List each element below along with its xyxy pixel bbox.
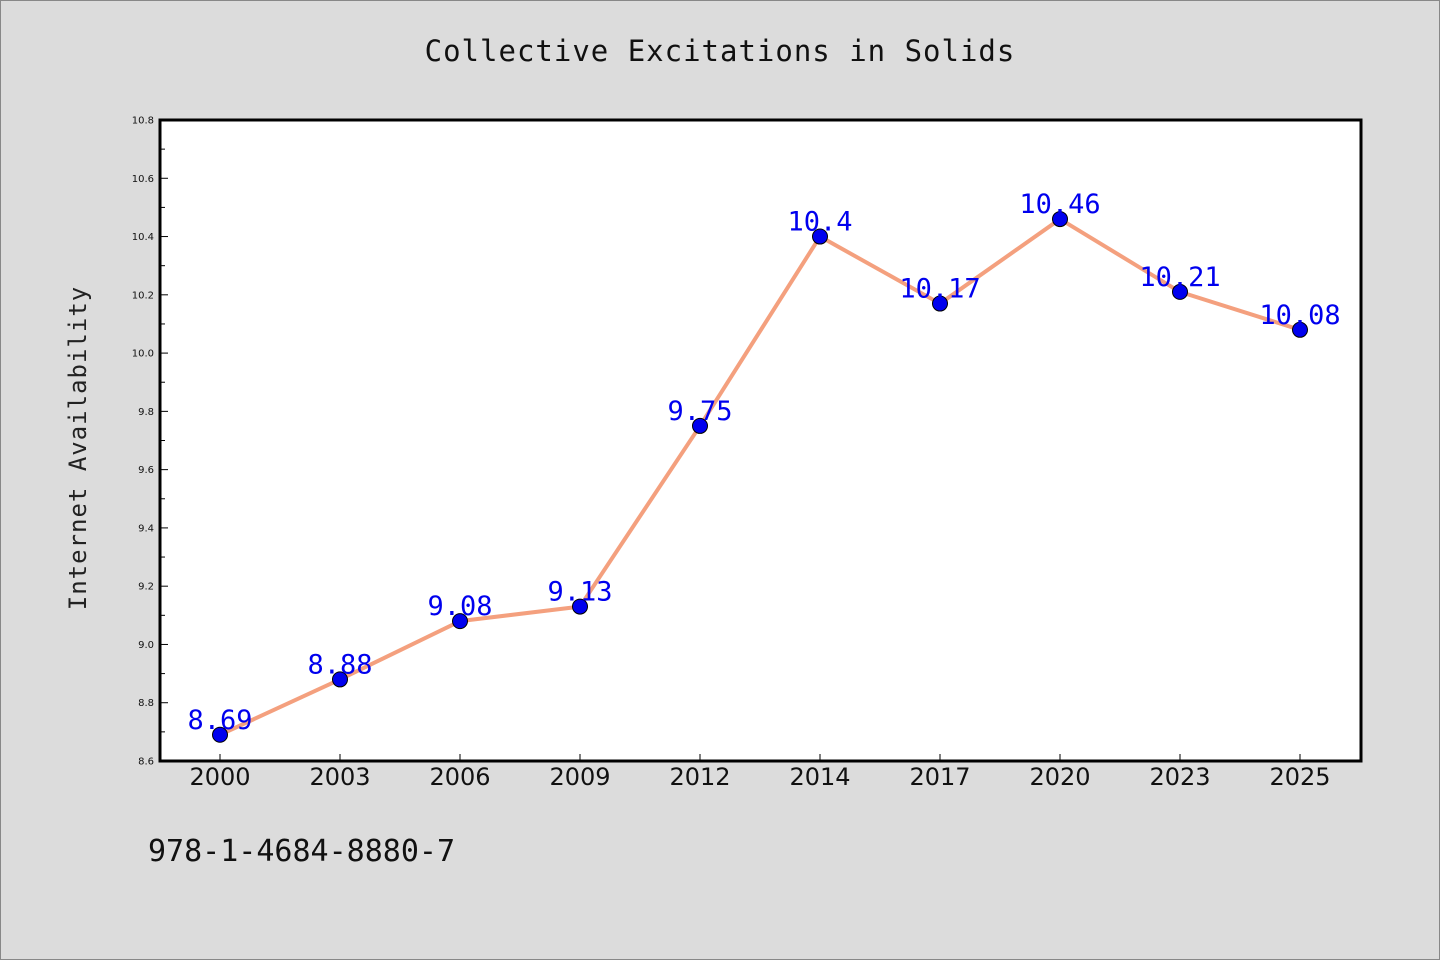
x-tick-label: 2009 — [549, 763, 610, 791]
y-tick-label: 10.2 — [132, 290, 154, 301]
data-label: 9.13 — [547, 577, 612, 608]
data-point — [812, 228, 828, 245]
data-label: 10.4 — [787, 207, 852, 238]
y-tick-label: 10.6 — [132, 174, 154, 185]
data-point — [332, 671, 348, 688]
x-tick-label: 2003 — [309, 763, 370, 791]
series-group — [212, 211, 1308, 743]
y-tick-label: 9.0 — [138, 640, 154, 651]
series-line — [218, 217, 1302, 737]
y-tick-label: 9.2 — [138, 582, 154, 593]
x-tick-label: 2020 — [1029, 763, 1090, 791]
data-label: 8.69 — [187, 705, 252, 736]
data-point — [932, 295, 948, 312]
data-point — [572, 598, 588, 615]
x-tick-label: 2017 — [909, 763, 970, 791]
chart-title: Collective Excitations in Solids — [424, 34, 1016, 68]
data-label: 10.17 — [899, 274, 980, 305]
data-point — [1172, 283, 1188, 300]
data-label: 8.88 — [307, 649, 372, 680]
x-tick-label: 2000 — [189, 763, 250, 791]
y-tick-label: 8.8 — [138, 698, 154, 709]
x-tick-label: 2014 — [789, 763, 850, 791]
data-point — [452, 613, 468, 630]
x-tick-label: 2025 — [1269, 763, 1330, 791]
data-label: 10.21 — [1139, 262, 1220, 293]
y-tick-label: 9.4 — [138, 523, 154, 534]
data-label: 10.08 — [1259, 300, 1340, 331]
y-tick-label: 9.8 — [138, 407, 154, 418]
y-tick-label: 10.0 — [132, 349, 154, 360]
data-label: 10.46 — [1019, 189, 1100, 220]
isbn-text: 978-1-4684-8880-7 — [148, 834, 456, 869]
plot-area — [158, 118, 1363, 763]
data-point — [692, 417, 708, 434]
data-point — [1052, 211, 1068, 228]
data-labels-group: 8.69 8.88 9.08 9.13 9.75 10.4 10.17 10.46 10.21 1… — [187, 189, 1340, 736]
y-axis-ticks: 8.6 8.8 9.0 9.2 9.4 9.6 9.8 10.0 10.2 10.4 10.6 10.… — [132, 116, 168, 768]
data-label: 9.75 — [667, 396, 732, 427]
x-tick-label: 2023 — [1149, 763, 1210, 791]
data-label: 9.08 — [427, 591, 492, 622]
y-tick-label: 8.6 — [138, 757, 154, 768]
x-tick-label: 2006 — [429, 763, 490, 791]
x-axis-ticks: 2000 2003 2006 2009 2012 2014 2017 2020 2023 2025 — [189, 754, 1331, 791]
y-tick-label: 10.4 — [132, 232, 154, 243]
data-point — [212, 726, 228, 743]
data-point — [1292, 321, 1308, 338]
x-tick-label: 2012 — [669, 763, 730, 791]
y-tick-label: 9.6 — [138, 465, 154, 476]
y-tick-label: 10.8 — [132, 116, 154, 127]
